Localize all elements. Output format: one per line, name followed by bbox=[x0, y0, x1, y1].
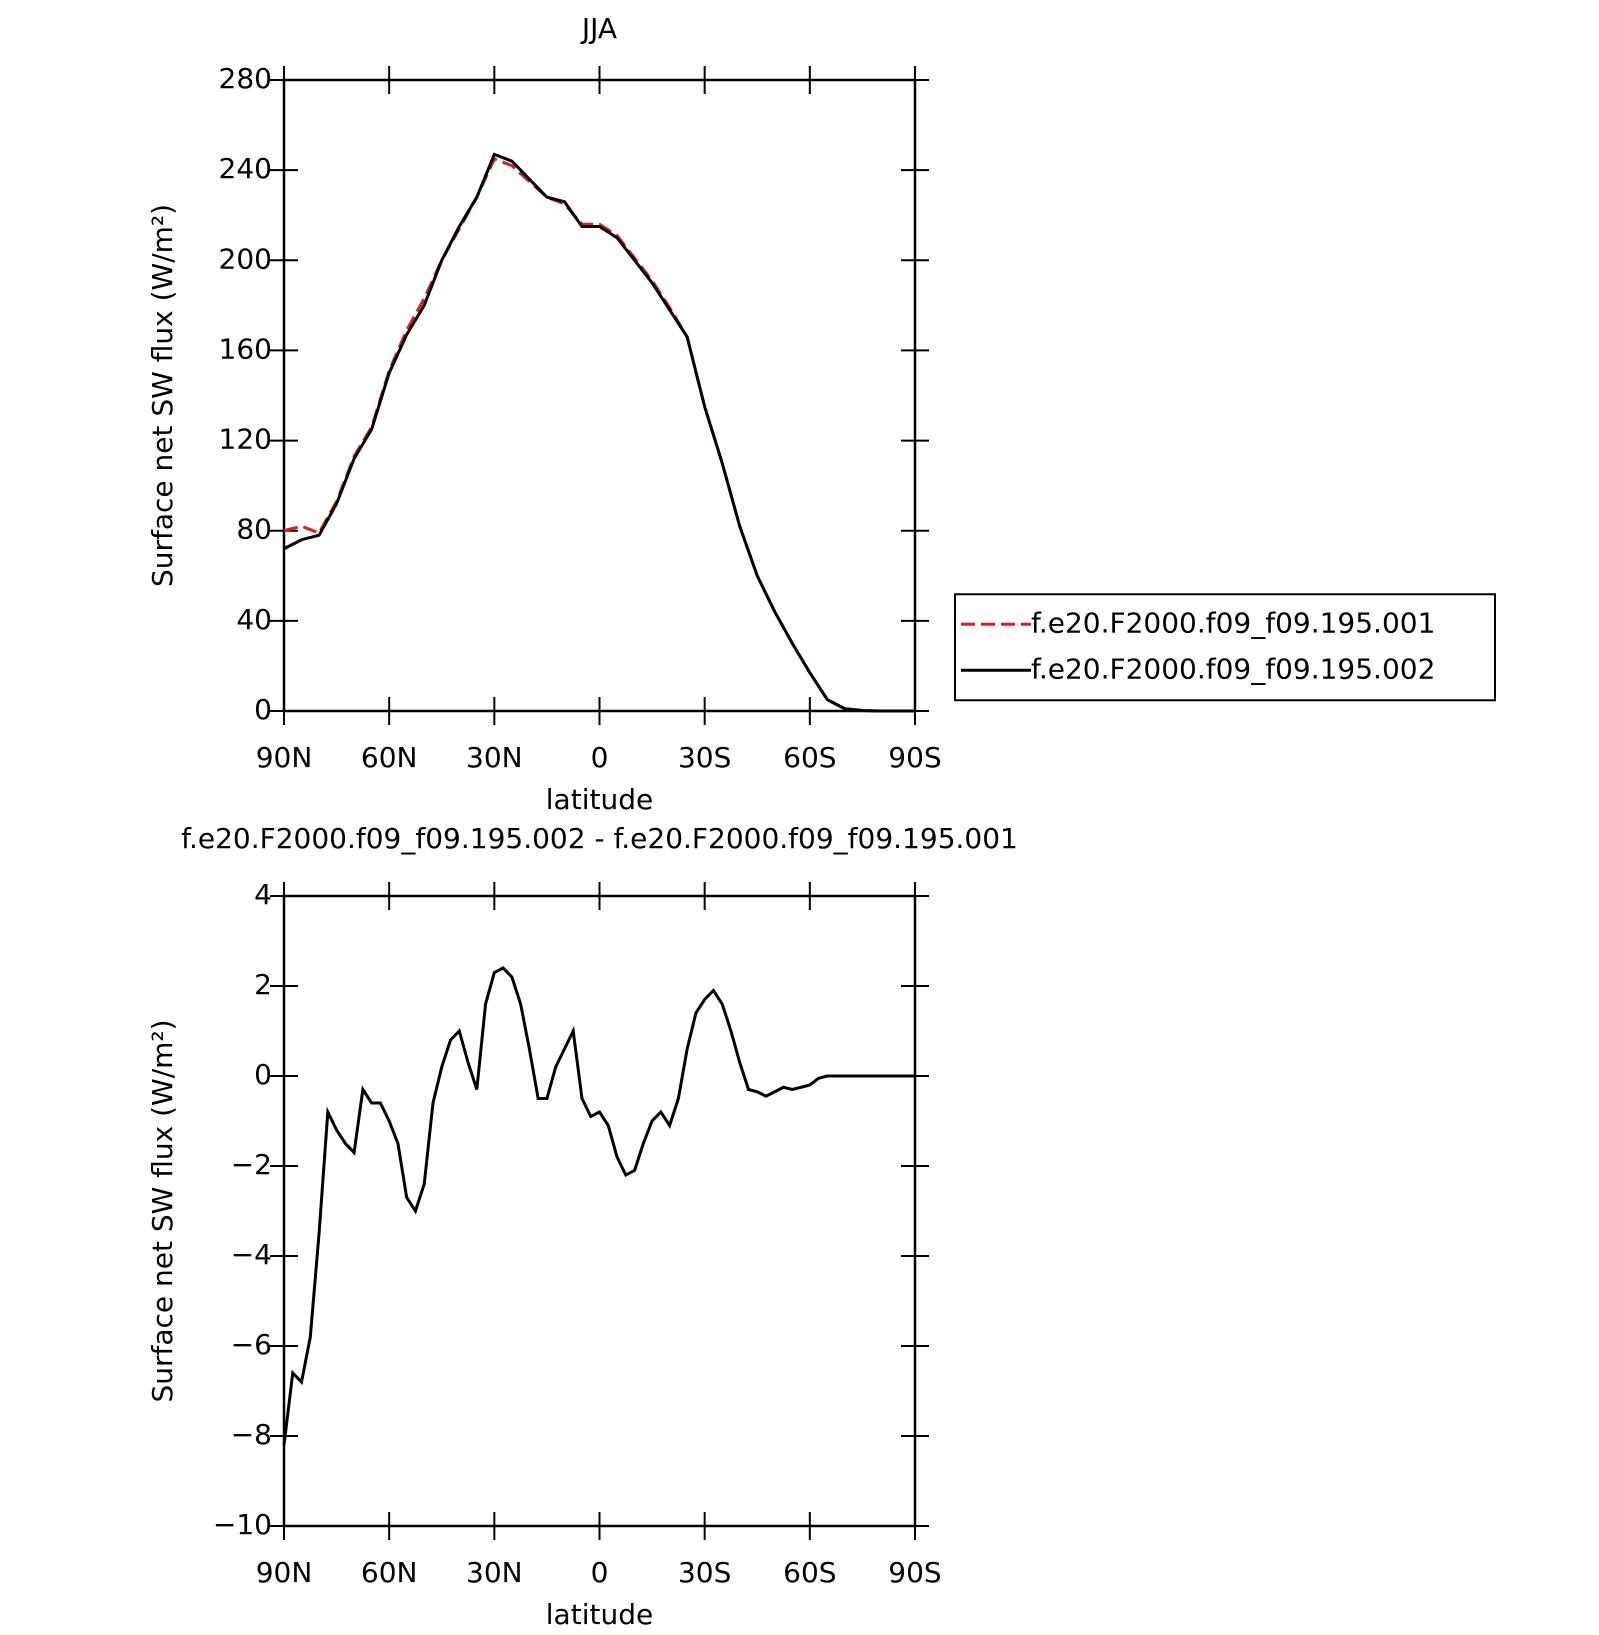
x-tick-label: 60S bbox=[783, 1556, 836, 1589]
y-tick-label: −6 bbox=[231, 1328, 272, 1361]
x-tick-label: 30N bbox=[466, 741, 523, 774]
y-axis-label: Surface net SW flux (W/m²) bbox=[146, 204, 179, 587]
y-tick-label: −8 bbox=[231, 1418, 272, 1451]
y-tick-label: −10 bbox=[213, 1508, 272, 1541]
x-axis-label: latitude bbox=[546, 1598, 653, 1631]
x-tick-label: 60N bbox=[361, 741, 418, 774]
y-tick-label: 4 bbox=[254, 878, 272, 911]
x-tick-label: 90N bbox=[256, 1556, 313, 1589]
chart-title: f.e20.F2000.f09_f09.195.002 - f.e20.F200… bbox=[181, 822, 1018, 855]
x-axis-label: latitude bbox=[546, 783, 653, 816]
x-tick-label: 90S bbox=[888, 1556, 941, 1589]
x-tick-label: 30N bbox=[466, 1556, 523, 1589]
x-tick-label: 0 bbox=[591, 741, 609, 774]
y-tick-label: 200 bbox=[219, 242, 272, 275]
y-tick-label: 160 bbox=[219, 332, 272, 365]
data-line bbox=[282, 966, 915, 1446]
x-tick-label: 0 bbox=[591, 1556, 609, 1589]
y-tick-label: 0 bbox=[254, 693, 272, 726]
y-tick-label: 240 bbox=[219, 152, 272, 185]
y-tick-label: −2 bbox=[231, 1148, 272, 1181]
y-tick-label: −4 bbox=[231, 1238, 272, 1271]
y-tick-label: 280 bbox=[219, 62, 272, 95]
y-tick-label: 40 bbox=[236, 603, 272, 636]
plot-frame bbox=[282, 78, 917, 713]
y-tick-label: 2 bbox=[254, 968, 272, 1001]
legend-label: f.e20.F2000.f09_f09.195.002 bbox=[1031, 652, 1435, 685]
legend-label: f.e20.F2000.f09_f09.195.001 bbox=[1031, 606, 1435, 639]
data-line bbox=[283, 152, 915, 713]
x-tick-label: 30S bbox=[678, 741, 731, 774]
y-tick-label: 80 bbox=[236, 513, 272, 546]
x-tick-label: 90S bbox=[888, 741, 941, 774]
y-tick-label: 0 bbox=[254, 1058, 272, 1091]
x-tick-label: 30S bbox=[678, 1556, 731, 1589]
legend-box bbox=[954, 593, 1496, 702]
x-tick-label: 60N bbox=[361, 1556, 418, 1589]
x-tick-label: 90N bbox=[256, 741, 313, 774]
y-axis-label: Surface net SW flux (W/m²) bbox=[146, 1019, 179, 1402]
data-line bbox=[283, 156, 915, 713]
plot-frame bbox=[282, 894, 917, 1528]
y-tick-label: 120 bbox=[219, 423, 272, 456]
x-tick-label: 60S bbox=[783, 741, 836, 774]
chart-title: JJA bbox=[580, 12, 617, 45]
